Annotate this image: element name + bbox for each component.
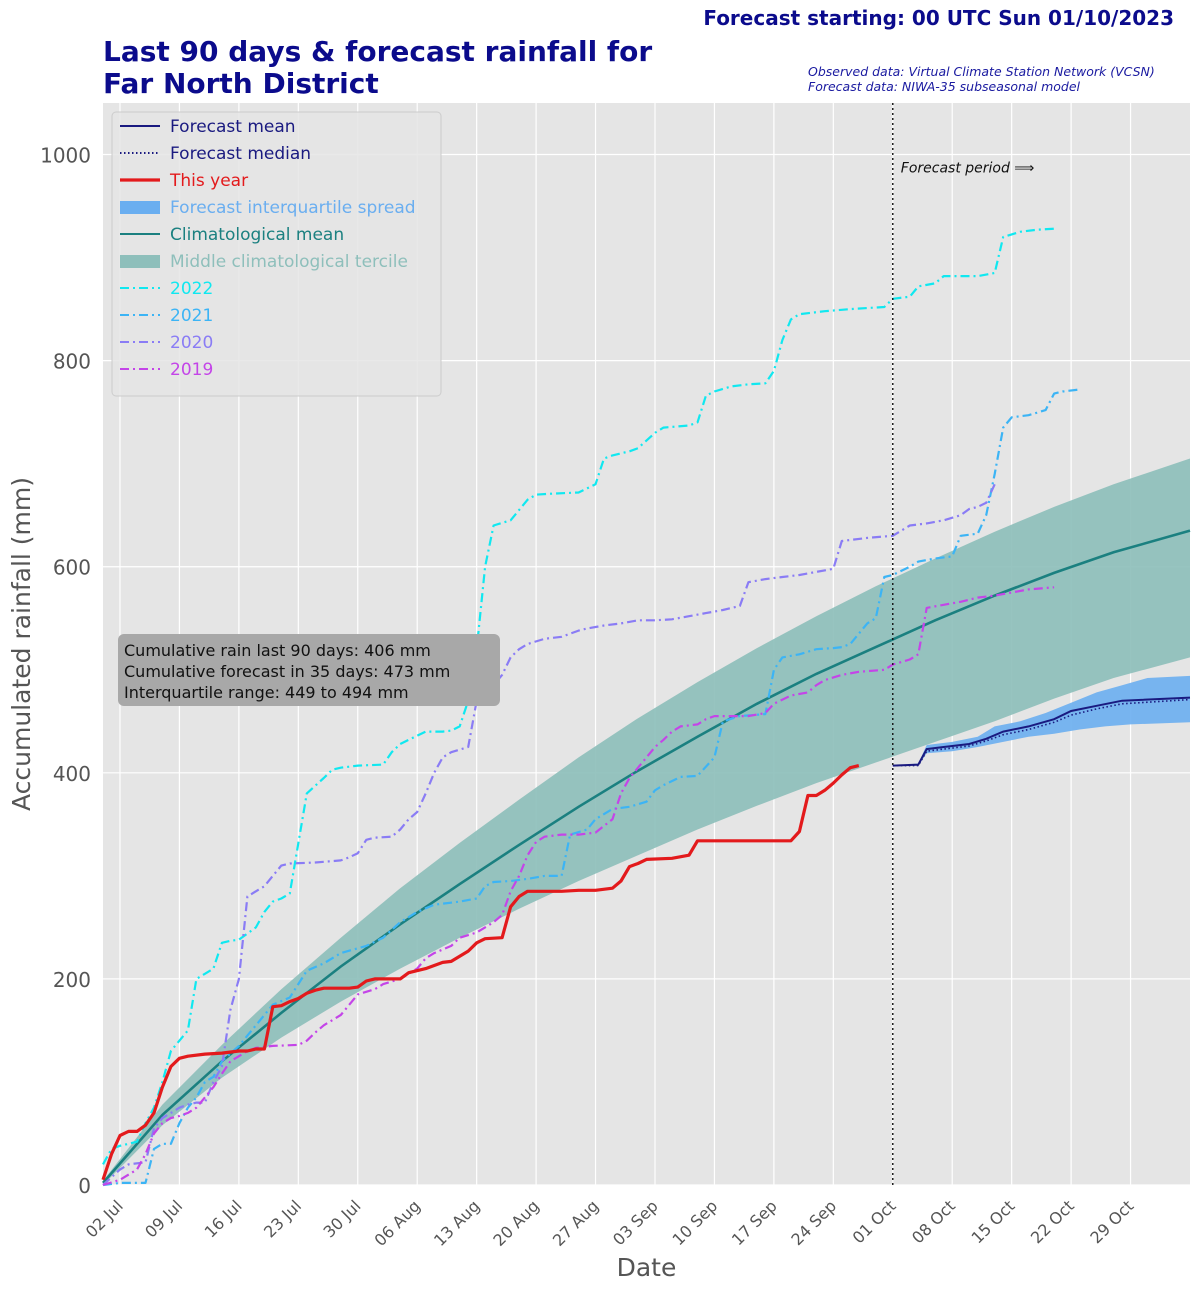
data-sources: Observed data: Virtual Climate Station N… — [808, 64, 1155, 94]
legend-item: Middle climatological tercile — [120, 252, 408, 272]
legend-item: Forecast interquartile spread — [120, 198, 416, 218]
x-tick-label: 06 Aug — [371, 1196, 425, 1250]
stats-line-90-days: Cumulative rain last 90 days: 406 mm — [124, 641, 431, 660]
source-observed: Observed data: Virtual Climate Station N… — [808, 64, 1155, 79]
chart-title-line-1: Last 90 days & forecast rainfall for — [103, 35, 653, 68]
legend-item: 2020 — [120, 333, 213, 353]
legend-swatch — [120, 255, 160, 268]
x-axis-label: Date — [617, 1253, 677, 1282]
this-year-line — [101, 764, 860, 1181]
x-tick-label: 15 Oct — [968, 1196, 1019, 1247]
stats-line-iqr: Interquartile range: 449 to 494 mm — [124, 683, 409, 702]
legend-label: Climatological mean — [170, 225, 344, 245]
legend-item: 2022 — [120, 279, 213, 299]
legend-label: Forecast median — [170, 144, 311, 164]
forecast-median-line — [892, 698, 1191, 767]
y-tick-label: 600 — [53, 556, 91, 580]
y-tick-label: 0 — [78, 1174, 91, 1198]
x-tick-label: 23 Jul — [260, 1196, 305, 1241]
y-tick-label: 200 — [53, 968, 91, 992]
x-tick-label: 29 Oct — [1086, 1196, 1137, 1247]
legend-item: Forecast median — [120, 144, 311, 164]
x-tick-label: 16 Jul — [201, 1196, 246, 1241]
legend-label: 2021 — [170, 306, 213, 326]
y-tick-label: 400 — [53, 762, 91, 786]
legend-item: This year — [120, 171, 248, 191]
legend-item: 2019 — [120, 360, 213, 380]
chart-title: Last 90 days & forecast rainfall for Far… — [103, 36, 723, 100]
y-tick-label: 1000 — [40, 144, 91, 168]
legend-item: Forecast mean — [120, 117, 296, 137]
x-tick-label: 13 Aug — [430, 1196, 484, 1250]
y-tick-label: 800 — [53, 350, 91, 374]
x-tick-label: 01 Oct — [849, 1196, 900, 1247]
legend-label: 2020 — [170, 333, 213, 353]
legend: Forecast mean Forecast median This year For… — [111, 111, 442, 397]
x-tick-label: 02 Jul — [82, 1196, 127, 1241]
climatological-mean-line — [102, 529, 1191, 1184]
forecast-iqr-band — [892, 675, 1190, 766]
series-lines — [101, 227, 1191, 1187]
stats-box: Cumulative rain last 90 days: 406 mm Cum… — [118, 634, 500, 706]
y-axis-label: Accumulated rainfall (mm) — [7, 477, 36, 811]
legend-label: Middle climatological tercile — [170, 252, 408, 272]
stats-line-forecast: Cumulative forecast in 35 days: 473 mm — [124, 662, 451, 681]
middle-tercile-band — [103, 458, 1190, 1185]
x-tick-label: 30 Jul — [320, 1196, 365, 1241]
legend-swatch — [120, 201, 160, 214]
x-tick-label: 03 Sep — [609, 1196, 662, 1249]
x-tick-label: 10 Sep — [669, 1196, 722, 1249]
source-forecast: Forecast data: NIWA-35 subseasonal model — [808, 79, 1080, 94]
x-tick-label: 20 Aug — [489, 1196, 543, 1250]
legend-label: This year — [169, 171, 248, 191]
shaded-bands — [103, 458, 1190, 1185]
legend-label: Forecast mean — [170, 117, 296, 137]
forecast-period-marker: Forecast period ⟹ — [892, 103, 1035, 1185]
legend-label: 2019 — [170, 360, 213, 380]
x-tick-label: 09 Jul — [141, 1196, 186, 1241]
legend-label: Forecast interquartile spread — [170, 198, 416, 218]
x-tick-label: 08 Oct — [908, 1196, 959, 1247]
x-tick-label: 17 Sep — [728, 1196, 781, 1249]
forecast-mean-line — [892, 696, 1191, 767]
forecast-start-label: Forecast starting: 00 UTC Sun 01/10/2023 — [703, 6, 1174, 30]
series-2020-line — [102, 483, 996, 1186]
legend-frame — [111, 111, 442, 397]
chart-title-line-2: Far North District — [103, 67, 379, 100]
x-tick-label: 24 Sep — [787, 1196, 840, 1249]
legend-item: Climatological mean — [120, 225, 344, 245]
legend-item: 2021 — [120, 306, 213, 326]
legend-label: 2022 — [170, 279, 213, 299]
x-tick-label: 22 Oct — [1027, 1196, 1078, 1247]
forecast-period-label: Forecast period ⟹ — [901, 161, 1035, 177]
x-tick-label: 27 Aug — [549, 1196, 603, 1250]
